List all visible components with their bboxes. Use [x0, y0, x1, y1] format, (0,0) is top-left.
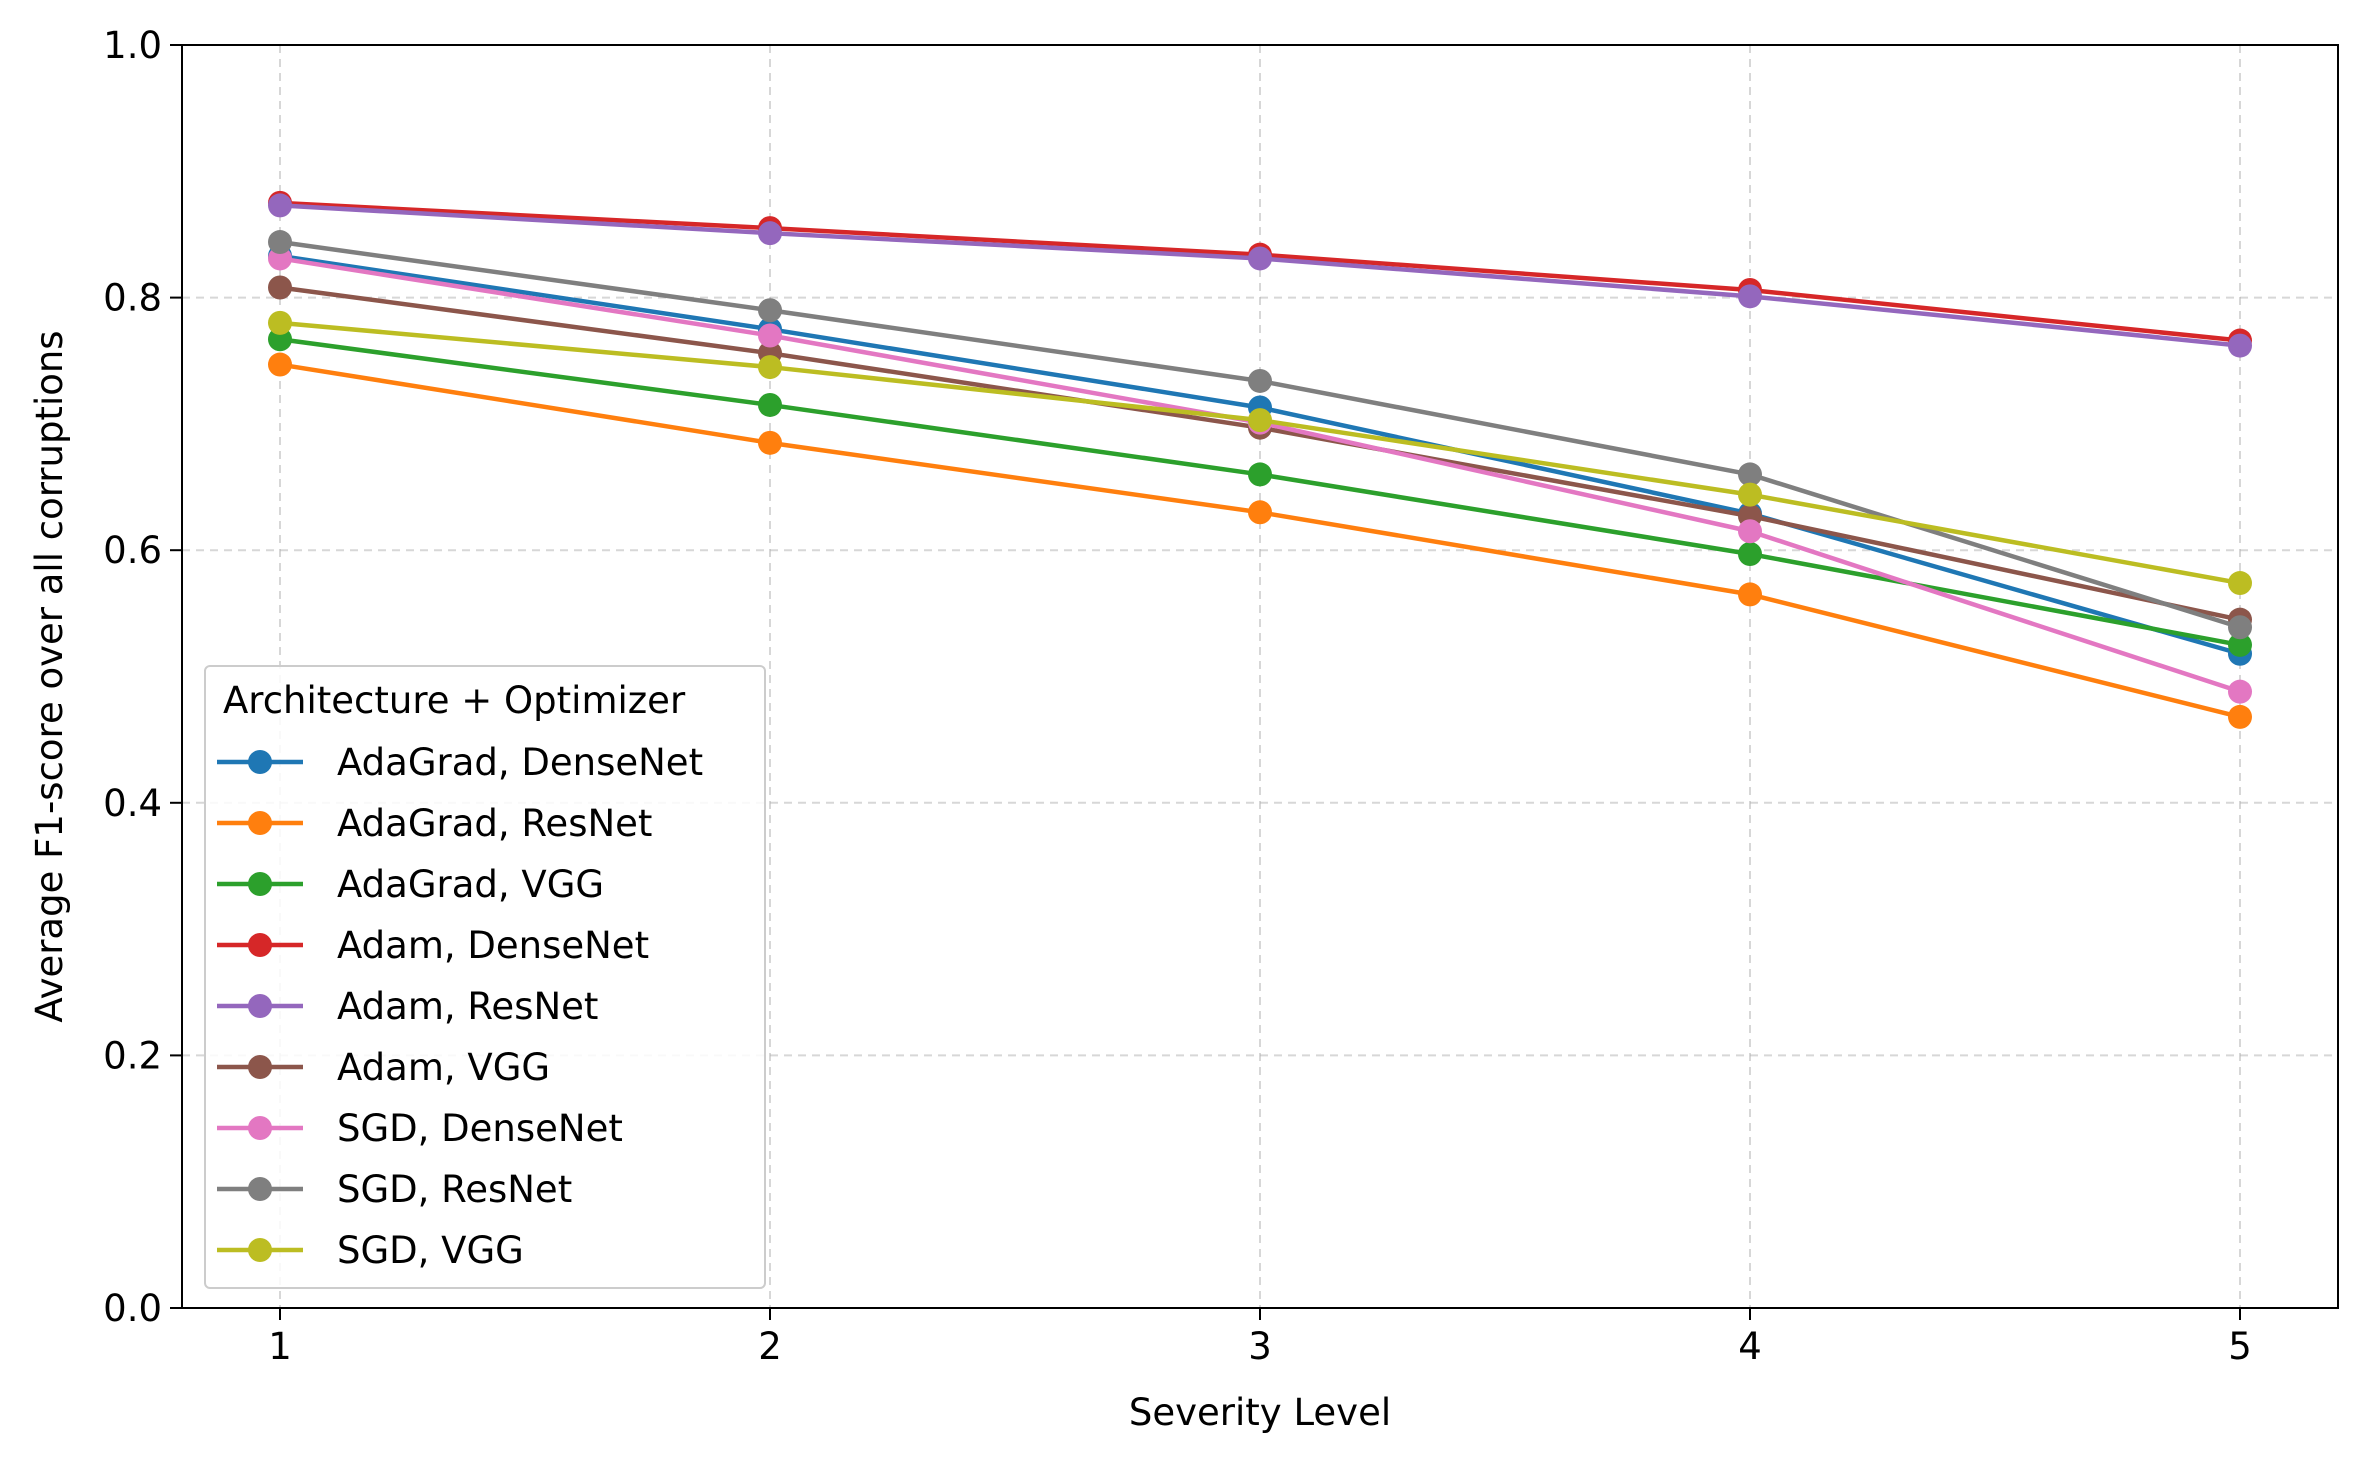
data-point — [1738, 462, 1762, 487]
legend-label: Adam, DenseNet — [337, 924, 649, 967]
legend-box — [204, 665, 766, 1289]
data-point — [2228, 704, 2252, 729]
y-axis: 0.0 0.2 0.4 0.6 0.8 1.0 — [103, 24, 182, 1330]
data-point — [1248, 408, 1272, 433]
legend-item: SGD, ResNet — [217, 1168, 572, 1211]
y-axis-label: Average F1-score over all corruptions — [28, 330, 71, 1022]
legend: Architecture + Optimizer AdaGrad, DenseN… — [204, 665, 766, 1289]
data-point — [1738, 582, 1762, 607]
data-point — [268, 310, 292, 335]
legend-swatch-marker — [248, 1116, 272, 1140]
legend-items: AdaGrad, DenseNet AdaGrad, ResNet AdaGrad,… — [217, 741, 703, 1272]
x-tick-label: 1 — [268, 1325, 292, 1368]
legend-label: AdaGrad, ResNet — [337, 802, 652, 845]
legend-swatch-marker — [248, 872, 272, 896]
data-point — [2228, 333, 2252, 358]
legend-item: SGD, DenseNet — [217, 1107, 623, 1150]
x-tick-label: 4 — [1738, 1325, 1762, 1368]
series-8 — [268, 310, 2252, 596]
legend-swatch-marker — [248, 1055, 272, 1079]
y-tick-label: 0.2 — [103, 1034, 162, 1077]
legend-item: SGD, VGG — [217, 1229, 524, 1272]
legend-swatch-marker — [248, 1238, 272, 1262]
legend-label: AdaGrad, DenseNet — [337, 741, 703, 784]
data-point — [758, 430, 782, 455]
legend-swatch-marker — [248, 933, 272, 957]
data-point — [2228, 615, 2252, 640]
data-point — [1738, 284, 1762, 309]
legend-label: Adam, ResNet — [337, 985, 598, 1028]
data-point — [1738, 482, 1762, 507]
legend-label: SGD, VGG — [337, 1229, 524, 1272]
data-point — [1248, 500, 1272, 525]
data-point — [268, 352, 292, 377]
y-tick-label: 1.0 — [103, 24, 162, 67]
y-tick-label: 0.8 — [103, 277, 162, 320]
legend-item: AdaGrad, DenseNet — [217, 741, 703, 784]
data-point — [758, 298, 782, 323]
legend-item: AdaGrad, VGG — [217, 863, 604, 906]
data-point — [758, 221, 782, 246]
x-tick-label: 5 — [2228, 1325, 2252, 1368]
data-point — [1248, 462, 1272, 487]
data-point — [1248, 246, 1272, 271]
legend-label: SGD, ResNet — [337, 1168, 572, 1211]
legend-label: AdaGrad, VGG — [337, 863, 604, 906]
legend-item: Adam, DenseNet — [217, 924, 649, 967]
data-point — [1248, 368, 1272, 393]
legend-item: Adam, VGG — [217, 1046, 550, 1089]
data-point — [2228, 632, 2252, 657]
data-point — [268, 327, 292, 352]
data-point — [758, 392, 782, 417]
y-tick-label: 0.0 — [103, 1287, 162, 1330]
y-tick-label: 0.4 — [103, 782, 162, 825]
legend-item: AdaGrad, ResNet — [217, 802, 652, 845]
x-tick-label: 3 — [1248, 1325, 1272, 1368]
data-point — [2228, 571, 2252, 596]
data-point — [758, 355, 782, 380]
data-point — [268, 275, 292, 300]
data-point — [268, 246, 292, 271]
data-point — [268, 193, 292, 218]
legend-label: SGD, DenseNet — [337, 1107, 623, 1150]
y-tick-label: 0.6 — [103, 529, 162, 572]
data-point — [1738, 541, 1762, 566]
series-layer — [268, 190, 2252, 729]
legend-swatch-marker — [248, 1177, 272, 1201]
x-axis-label: Severity Level — [1129, 1391, 1391, 1434]
data-point — [268, 230, 292, 255]
legend-item: Adam, ResNet — [217, 985, 598, 1028]
data-point — [758, 323, 782, 348]
x-tick-label: 2 — [758, 1325, 782, 1368]
legend-swatch-marker — [248, 811, 272, 835]
series-1 — [268, 352, 2252, 729]
data-point — [2228, 679, 2252, 704]
series-4 — [268, 193, 2252, 358]
x-axis: 1 2 3 4 5 — [268, 1308, 2252, 1368]
legend-swatch-marker — [248, 750, 272, 774]
data-point — [1738, 519, 1762, 544]
legend-title: Architecture + Optimizer — [223, 679, 686, 722]
legend-swatch-marker — [248, 994, 272, 1018]
legend-label: Adam, VGG — [337, 1046, 550, 1089]
